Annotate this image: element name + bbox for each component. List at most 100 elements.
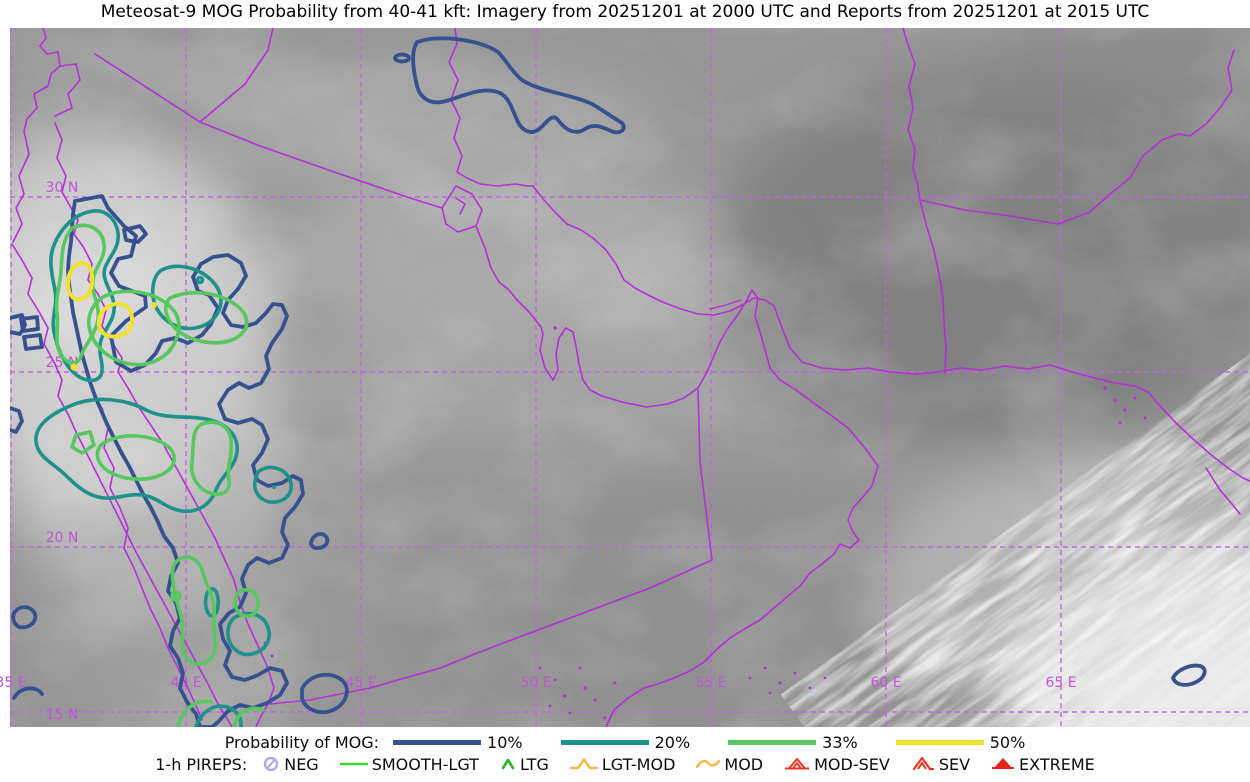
contour-path [300, 672, 349, 715]
legend-item-label: 10% [487, 732, 523, 752]
redsea-west-coast [11, 243, 233, 727]
indus-coast [1205, 467, 1241, 515]
oman-saudi-border [269, 389, 713, 705]
iran-gulf-coast [532, 185, 1250, 482]
contour-path [70, 430, 96, 455]
contour-line-swatch [728, 739, 817, 745]
contour-line-swatch [393, 739, 482, 745]
contour-path [95, 434, 176, 481]
legend-item: 50% [895, 733, 1025, 752]
afghan-pakistan-border [919, 49, 1235, 225]
contour-path [10, 313, 27, 336]
contour-path [96, 301, 135, 339]
legend-item-label: EXTREME [1019, 754, 1095, 774]
mog-contours [10, 36, 1207, 727]
contour-path [176, 699, 213, 727]
lat-label: 30 N [46, 180, 79, 196]
legend-item: NEG [261, 754, 319, 774]
contour-path [22, 333, 44, 351]
double-caret-icon [912, 756, 934, 771]
legend-item-label: MOD [724, 754, 764, 774]
legend-item-label: MOD-SEV [814, 754, 890, 774]
contour-path [49, 209, 120, 383]
iran-pakistan-border [919, 199, 947, 374]
legend-item: SEV [910, 755, 970, 774]
probability-legend-label: Probability of MOG: [224, 732, 380, 752]
legend-item: MOD-SEV [783, 755, 890, 774]
contour-path [12, 686, 44, 700]
legend-item-label: NEG [284, 754, 319, 774]
iran-afghan-border [902, 28, 921, 201]
grid-labels: 30 N 25 N 20 N 15 N 35 E 40 E 45 E 50 E … [0, 180, 1077, 723]
border-speckles [263, 326, 1147, 720]
lat-label: 15 N [46, 707, 79, 723]
legend-item-label: 20% [654, 732, 691, 752]
legend-item: SMOOTH-LGT [339, 755, 479, 774]
qeshm-island [709, 299, 742, 310]
satellite-map: 30 N 25 N 20 N 15 N 35 E 40 E 45 E 50 E … [0, 28, 1250, 727]
lat-label: 20 N [46, 530, 79, 546]
lon-label: 35 E [0, 675, 27, 691]
legend-item-label: LGT-MOD [601, 754, 676, 774]
contour-line-swatch [895, 739, 984, 745]
legend-item-label: 33% [822, 732, 858, 752]
contour-path [393, 52, 411, 64]
contour-path [189, 420, 234, 497]
legend-item: 20% [560, 732, 691, 752]
page-title: Meteosat-9 MOG Probability from 40-41 kf… [100, 2, 1150, 22]
satellite-imagery [10, 28, 1250, 727]
legend-item-label: SEV [938, 754, 971, 774]
levant-border [54, 63, 81, 117]
legend-item: 33% [728, 733, 858, 752]
contour-path [1171, 663, 1207, 687]
pireps-legend-row: 1-h PIREPS: NEG SMOOTH-LGT LTG LGT-M [0, 753, 1250, 775]
contour-20pct [34, 209, 293, 727]
contour-path [34, 397, 239, 514]
contour-path [272, 485, 276, 489]
contour-path [10, 406, 24, 434]
contour-path [252, 465, 293, 504]
pireps-legend-label: 1-h PIREPS: [155, 754, 248, 774]
contour-path [54, 223, 106, 365]
legend: Probability of MOG: 10% 20% 33% 50% 1-h … [0, 731, 1250, 775]
probability-legend-row: Probability of MOG: 10% 20% 33% 50% [0, 731, 1250, 753]
contour-path [11, 605, 38, 630]
contour-path [163, 290, 249, 345]
mediterranean-coast [12, 28, 61, 243]
lon-label: 45 E [345, 675, 376, 691]
legend-item: EXTREME [990, 755, 1095, 774]
triangle-inner-caret-icon [785, 758, 810, 770]
filled-triangle-icon [992, 758, 1015, 769]
contour-path [195, 275, 205, 285]
contour-path [194, 704, 243, 727]
caret-wave-icon [696, 759, 721, 769]
lon-label: 50 E [520, 675, 551, 691]
lon-label: 65 E [1045, 675, 1076, 691]
caret-icon [501, 758, 515, 770]
contour-path [70, 363, 78, 371]
contour-path [66, 261, 95, 302]
contour-path [233, 588, 260, 618]
arabian-gulf-coast [475, 225, 879, 727]
contour-path [170, 590, 182, 602]
contour-50pct [66, 261, 157, 371]
jordan-saudi-border [94, 53, 443, 209]
contour-path [151, 302, 157, 308]
lon-label: 60 E [870, 675, 901, 691]
contour-path [19, 315, 40, 333]
contour-path [170, 555, 218, 666]
lon-label: 55 E [695, 675, 726, 691]
contour-path [150, 264, 223, 331]
contour-path [226, 611, 271, 657]
contour-path [411, 36, 626, 135]
legend-item: LGT-MOD [569, 754, 676, 774]
legend-item: 10% [393, 733, 523, 752]
legend-item-label: LTG [519, 754, 549, 774]
horizontal-line-icon [339, 762, 368, 766]
contour-path [309, 532, 330, 551]
legend-item-label: SMOOTH-LGT [371, 754, 479, 774]
open-triangle-baseline-icon [569, 758, 599, 770]
legend-item: LTG [499, 755, 549, 774]
iran-iraq-border [448, 28, 534, 187]
contour-33pct [54, 223, 265, 727]
